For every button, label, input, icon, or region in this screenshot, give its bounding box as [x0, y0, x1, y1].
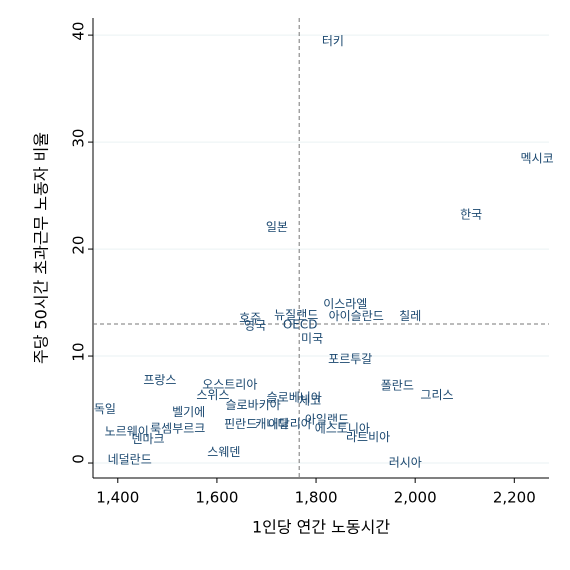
point-label: 아이슬란드 [329, 309, 384, 323]
point-label: 라트비아 [346, 430, 390, 444]
point-label: 그리스 [420, 388, 453, 402]
x-axis-title: 1인당 연간 노동시간 [252, 518, 390, 537]
point-label: 독일 [94, 402, 116, 416]
y-tick-label: 20 [70, 236, 88, 255]
x-tick-label: 1,400 [96, 489, 139, 507]
point-label: 슬로바키아 [225, 398, 280, 412]
point-label: 노르웨이 [105, 425, 149, 439]
point-label: 벨기에 [172, 405, 205, 419]
point-label: 스위스 [196, 388, 229, 402]
point-label: OECD [283, 318, 318, 332]
point-label: 이스라엘 [323, 297, 367, 311]
point-label: 영국 [244, 319, 266, 333]
point-label: 스웨덴 [207, 445, 240, 459]
point-label: 칠레 [399, 309, 421, 323]
point-label: 슬로베니아 [267, 390, 322, 404]
point-label: 호주 [239, 311, 261, 325]
point-label: 덴마크 [131, 432, 164, 446]
y-tick-label: 0 [70, 454, 88, 464]
x-tick-label: 2,000 [394, 489, 437, 507]
x-tick-label: 1,800 [295, 489, 338, 507]
y-tick-label: 40 [70, 22, 88, 41]
point-label: 포르투갈 [328, 352, 372, 366]
point-label: 러시아 [389, 456, 422, 470]
point-label: 아일랜드 [305, 413, 349, 427]
point-label: 폴란드 [381, 379, 414, 393]
point-label: 멕시코 [521, 152, 554, 166]
point-label: 핀란드 [224, 417, 257, 431]
y-tick-label: 10 [70, 342, 88, 361]
y-axis-title: 주당 50시간 초과근무 노동자 비율 [32, 132, 51, 364]
point-label: 터키 [322, 34, 344, 48]
y-tick-label: 30 [70, 129, 88, 148]
point-label: 체코 [299, 393, 321, 407]
plot-area [93, 18, 549, 478]
point-label: 미국 [301, 331, 323, 345]
point-label: 일본 [266, 220, 288, 234]
point-label: 에스토니아 [315, 421, 370, 435]
point-label: 캐나다 [255, 417, 288, 431]
point-label: 이탈리아 [268, 417, 312, 431]
point-label: 오스트리아 [202, 377, 257, 391]
x-tick-label: 1,600 [195, 489, 238, 507]
point-label: 네덜란드 [108, 452, 152, 466]
point-label: 한국 [460, 207, 482, 221]
point-label: 뉴질랜드 [274, 308, 318, 322]
point-label: 룩셈부르크 [150, 421, 205, 435]
point-label: 프랑스 [143, 373, 176, 387]
x-tick-label: 2,200 [493, 489, 536, 507]
